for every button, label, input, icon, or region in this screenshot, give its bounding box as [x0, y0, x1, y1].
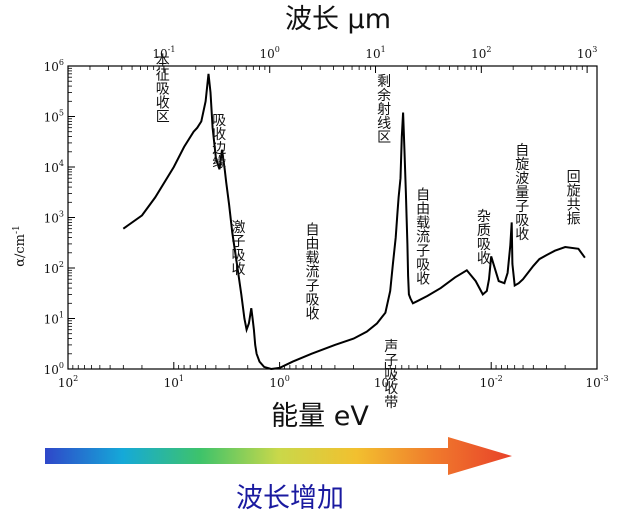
annotation-label: 本征吸收区	[154, 53, 170, 123]
bottom-tick-label: 101	[164, 374, 184, 390]
left-tick-label: 101	[44, 311, 64, 327]
bottom-tick-label: 10-3	[585, 374, 608, 390]
annotation-label: 自由载流子吸收	[303, 222, 319, 320]
bottom-axis-title: 能量 eV	[271, 401, 369, 432]
top-axis-title: 波长 μm	[285, 4, 391, 35]
bottom-tick-label: 10-2	[480, 374, 503, 390]
bottom-axis-ticks: 102 101 100 10-1 10-2 10-3	[58, 362, 609, 390]
annotation-label: 自旋波量子吸收	[513, 143, 529, 241]
left-tick-label: 103	[44, 210, 64, 226]
left-axis-ticks: 100 101 102 103 104 105 106	[44, 58, 75, 377]
bottom-tick-label: 10-1	[374, 374, 397, 390]
arrow-label: 波长增加	[236, 483, 344, 514]
top-tick-label: 103	[577, 45, 597, 61]
annotation-label: 声子吸收带	[382, 339, 398, 410]
top-tick-label: 102	[471, 45, 491, 61]
gradient-arrow	[45, 437, 512, 475]
annotation-label: 自由载流子吸收	[414, 187, 430, 285]
top-tick-label: 101	[365, 45, 385, 61]
left-tick-label: 100	[44, 361, 64, 377]
annotation-label: 回旋共振	[565, 169, 581, 226]
wavelength-increase-arrow	[45, 437, 512, 475]
bottom-tick-label: 102	[58, 374, 78, 390]
left-tick-label: 105	[44, 109, 64, 125]
y-axis-label: α/cm-1	[12, 225, 28, 267]
top-tick-label: 100	[260, 45, 280, 61]
annotation-label: 杂质吸收	[475, 209, 491, 265]
absorption-curve	[122, 73, 586, 371]
annotation-label: 激子吸收	[229, 219, 245, 276]
top-axis-ticks: 10-1 100 101 102 103	[89, 45, 597, 73]
bottom-tick-label: 100	[269, 374, 289, 390]
annotation-label: 剩余射线区	[375, 74, 391, 144]
left-tick-label: 102	[44, 260, 64, 276]
top-tick-label: 10-1	[152, 45, 175, 61]
annotation-label: 吸收边缘	[210, 113, 226, 169]
left-tick-label: 104	[44, 159, 64, 175]
left-tick-label: 106	[44, 58, 64, 74]
